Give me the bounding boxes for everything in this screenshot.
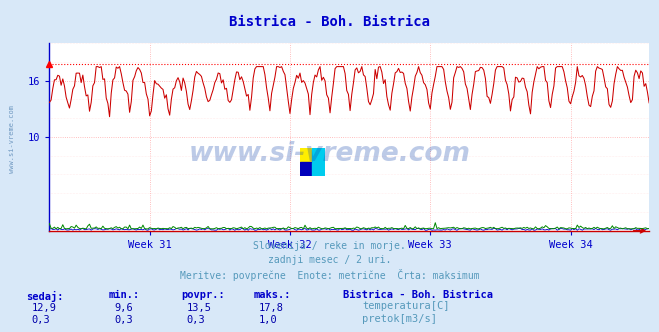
Text: 13,5: 13,5	[186, 303, 212, 313]
Text: 9,6: 9,6	[114, 303, 132, 313]
Text: 12,9: 12,9	[32, 303, 57, 313]
Bar	[312, 148, 325, 162]
Text: sedaj:: sedaj:	[26, 290, 64, 301]
Text: www.si-vreme.com: www.si-vreme.com	[9, 106, 14, 173]
Text: 0,3: 0,3	[186, 315, 205, 325]
Bar	[300, 148, 312, 162]
Text: 0,3: 0,3	[32, 315, 50, 325]
Bar	[312, 162, 325, 176]
Text: Slovenija / reke in morje.: Slovenija / reke in morje.	[253, 241, 406, 251]
Text: Bistrica - Boh. Bistrica: Bistrica - Boh. Bistrica	[343, 290, 493, 300]
Text: temperatura[C]: temperatura[C]	[362, 301, 450, 311]
Text: min.:: min.:	[109, 290, 140, 300]
Text: Bistrica - Boh. Bistrica: Bistrica - Boh. Bistrica	[229, 15, 430, 29]
Text: maks.:: maks.:	[254, 290, 291, 300]
Text: 17,8: 17,8	[259, 303, 284, 313]
Text: www.si-vreme.com: www.si-vreme.com	[188, 141, 471, 167]
Bar	[300, 162, 312, 176]
Text: pretok[m3/s]: pretok[m3/s]	[362, 314, 438, 324]
Text: 0,3: 0,3	[114, 315, 132, 325]
Text: povpr.:: povpr.:	[181, 290, 225, 300]
Text: zadnji mesec / 2 uri.: zadnji mesec / 2 uri.	[268, 255, 391, 265]
Text: Meritve: povprečne  Enote: metrične  Črta: maksimum: Meritve: povprečne Enote: metrične Črta:…	[180, 269, 479, 281]
Text: 1,0: 1,0	[259, 315, 277, 325]
